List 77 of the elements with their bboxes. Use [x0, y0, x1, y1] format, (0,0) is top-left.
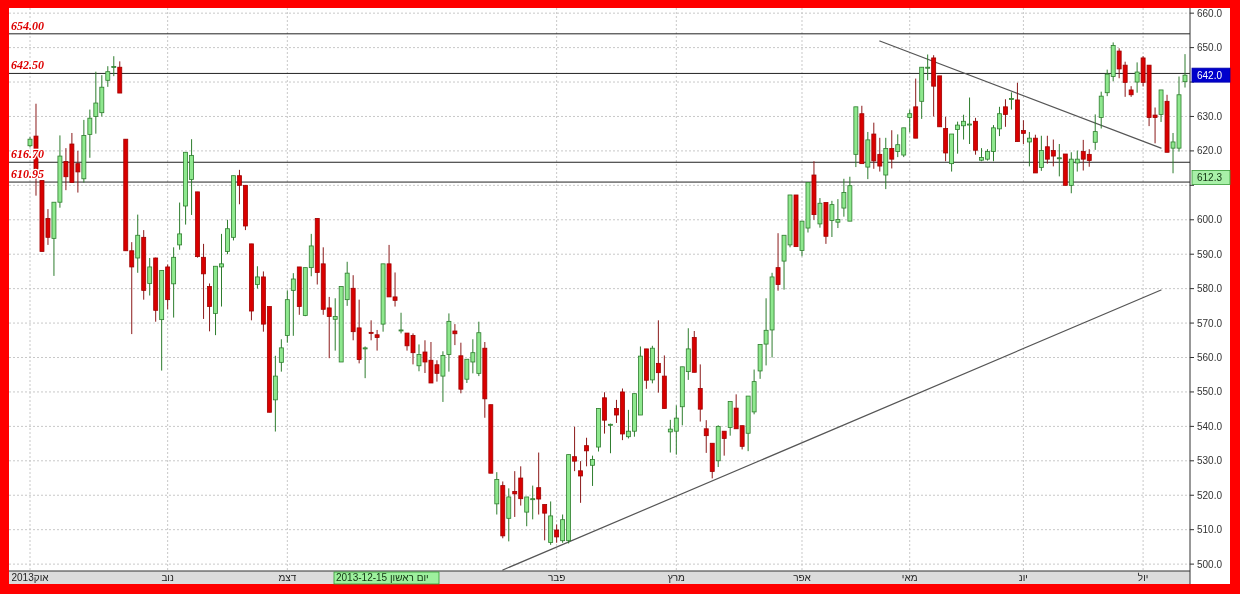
y-tick-label: 650.0 [1197, 42, 1223, 54]
candlestick [1038, 135, 1044, 172]
y-tick-label: 590.0 [1197, 248, 1223, 260]
candlestick [608, 423, 613, 454]
candlestick [584, 437, 589, 467]
y-tick-label: 660.0 [1197, 7, 1223, 19]
y-tick-label: 600.0 [1197, 214, 1223, 226]
candlestick [1182, 53, 1188, 89]
candlestick [1098, 91, 1104, 130]
candlestick [542, 504, 548, 541]
candlestick [1003, 98, 1008, 128]
y-tick-label: 520.0 [1197, 489, 1223, 501]
candlestick [703, 419, 709, 454]
y-tick-label: 550.0 [1197, 386, 1223, 398]
candlestick [362, 345, 368, 379]
candlestick [506, 487, 512, 542]
candlestick [105, 65, 111, 88]
candlestick [1134, 61, 1140, 94]
y-tick-label: 510.0 [1197, 524, 1223, 536]
candlestick [655, 319, 661, 394]
candlestick [272, 355, 278, 433]
x-tick-label: אפר [793, 572, 812, 583]
candlestick [207, 282, 212, 332]
candlestick [416, 343, 422, 372]
x-tick-label: דצמ [278, 572, 297, 583]
y-tick-label: 570.0 [1197, 317, 1223, 329]
x-tick-label: נוב [161, 572, 174, 583]
candlestick [135, 214, 141, 274]
candlestick [907, 109, 913, 133]
candlestick [602, 391, 607, 435]
candlestick [374, 329, 380, 352]
x-tick-label: 2013אוק [11, 572, 50, 583]
x-tick-label: יול [1137, 572, 1149, 583]
y-tick-label: 540.0 [1197, 420, 1223, 432]
candlestick [201, 243, 206, 320]
candlestick [590, 455, 595, 487]
candlestick [572, 426, 577, 472]
candlestick [536, 452, 542, 516]
candlestick [1128, 85, 1134, 98]
candlestick [721, 430, 727, 457]
ref-line-label: 654.00 [11, 18, 44, 33]
candlestick [578, 460, 583, 504]
text: 642.0 [1197, 69, 1223, 81]
candlestick [889, 129, 895, 169]
x-tick-label: מאי [901, 572, 918, 583]
text: 612.3 [1197, 171, 1223, 183]
candlestick [278, 338, 284, 373]
ref-line-label: 610.95 [11, 167, 44, 182]
y-tick-label: 500.0 [1197, 558, 1223, 570]
y-tick-label: 560.0 [1197, 352, 1223, 364]
ref-line-label: 642.50 [11, 58, 44, 73]
candlestick [177, 202, 183, 251]
x-tick-label: פבר [547, 572, 566, 583]
candlestick [817, 197, 823, 229]
candlestick [1009, 91, 1014, 111]
candlestick [147, 257, 153, 297]
candlestick [255, 265, 260, 290]
candlestick [1056, 143, 1062, 177]
y-tick-label: 630.0 [1197, 110, 1223, 122]
candlestick [290, 272, 296, 337]
candlestick [440, 350, 446, 403]
candlestick [554, 524, 560, 544]
candlestick [398, 312, 404, 334]
candlestick [1027, 131, 1032, 167]
candlestick [775, 232, 781, 292]
candlestick [368, 319, 374, 341]
candlestick [697, 363, 703, 423]
y-tick-label: 530.0 [1197, 455, 1223, 467]
text: 2013-12-15 יום ראשון [336, 572, 429, 583]
candlestick [1092, 113, 1098, 151]
x-tick-label: מרץ [667, 572, 686, 583]
x-tick-label: יונ [1018, 572, 1028, 583]
y-tick-label: 580.0 [1197, 283, 1223, 295]
candlestick [452, 323, 458, 346]
y-tick-label: 620.0 [1197, 145, 1223, 157]
candlestick [111, 55, 117, 77]
candlestick [87, 109, 93, 159]
